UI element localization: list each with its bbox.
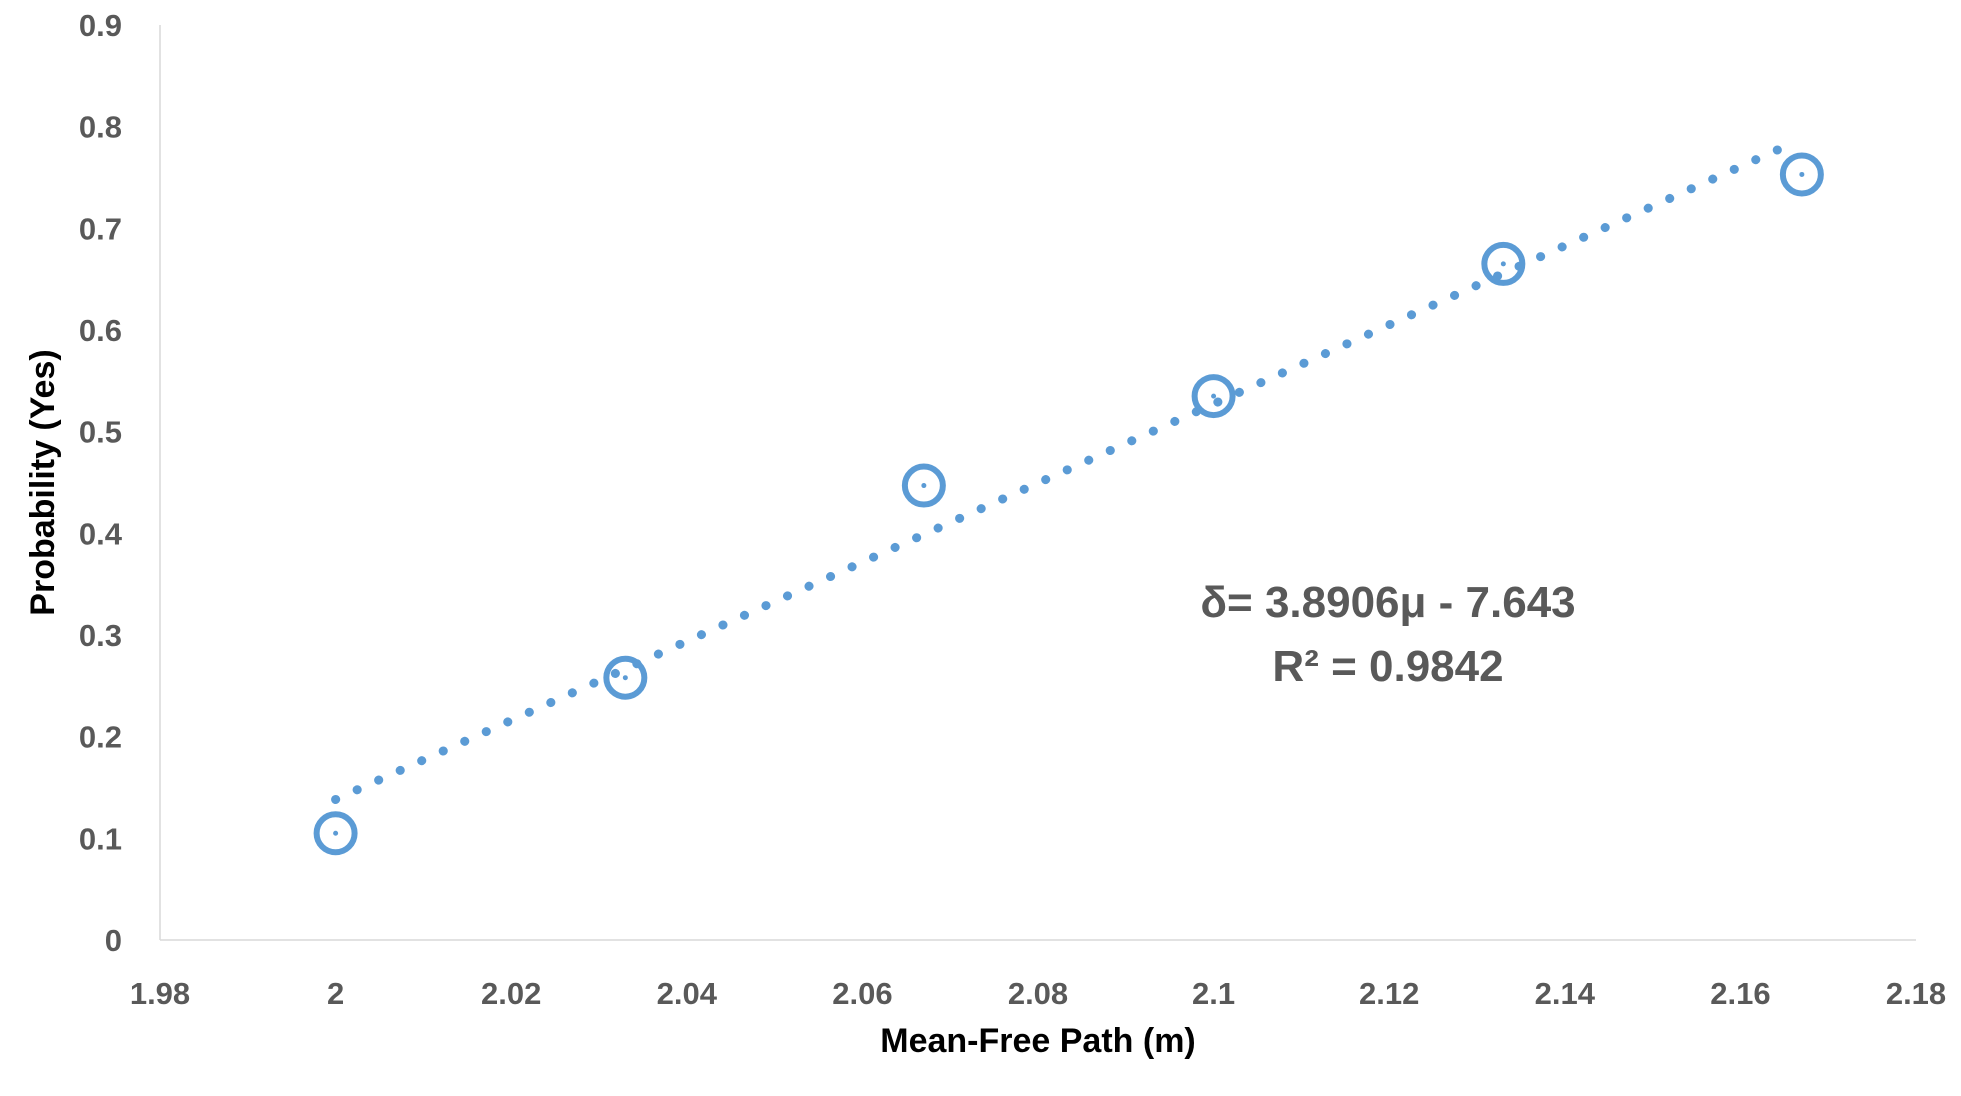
y-tick-label: 0.7 (79, 211, 122, 246)
y-tick-label: 0.5 (79, 415, 122, 450)
x-tick-label: 2.14 (1535, 976, 1596, 1011)
y-tick-label: 0.6 (79, 313, 122, 348)
data-point (1481, 241, 1526, 286)
data-point-center (921, 483, 927, 489)
x-axis-title: Mean-Free Path (m) (880, 1022, 1196, 1060)
y-tick-label: 0.4 (79, 516, 123, 551)
data-point-center (622, 675, 628, 681)
x-tick-label: 1.98 (130, 976, 190, 1011)
y-axis-title: Probability (Yes) (24, 349, 62, 615)
data-point (1779, 152, 1824, 197)
data-point-center (1500, 261, 1506, 267)
x-tick-label: 2.16 (1710, 976, 1770, 1011)
x-tick-labels: 1.98 2 2.02 2.04 2.06 2.08 2.1 2.12 2.14 2.16 2.18 (130, 976, 1946, 1011)
data-point (603, 655, 648, 700)
x-tick-label: 2.06 (832, 976, 892, 1011)
x-tick-label: 2.04 (657, 976, 718, 1011)
data-point-center (1799, 171, 1805, 177)
trendline-r-squared: R² = 0.9842 (1272, 642, 1503, 691)
y-tick-label: 0.9 (79, 8, 122, 43)
x-tick-label: 2.08 (1008, 976, 1068, 1011)
x-tick-label: 2.02 (481, 976, 541, 1011)
y-tick-label: 0.1 (79, 821, 122, 856)
x-tick-label: 2.12 (1359, 976, 1419, 1011)
data-point (313, 811, 358, 856)
axes (159, 25, 1916, 941)
trendline-path (331, 142, 1789, 804)
x-tick-label: 2.1 (1192, 976, 1235, 1011)
data-points (313, 152, 1824, 856)
y-tick-label: 0 (105, 923, 122, 958)
trendline (331, 142, 1789, 804)
y-tick-label: 0.8 (79, 110, 122, 145)
y-tick-label: 0.3 (79, 618, 122, 653)
data-point (1191, 374, 1236, 419)
y-tick-labels: 0 0.1 0.2 0.3 0.4 0.5 0.6 0.7 0.8 0.9 (79, 8, 123, 958)
x-tick-label: 2.18 (1886, 976, 1946, 1011)
y-tick-label: 0.2 (79, 720, 122, 755)
trendline-equation: δ= 3.8906μ - 7.643 (1200, 578, 1575, 627)
data-point-center (1211, 393, 1217, 399)
x-tick-label: 2 (327, 976, 344, 1011)
data-point (901, 463, 946, 508)
data-point-center (333, 830, 339, 836)
